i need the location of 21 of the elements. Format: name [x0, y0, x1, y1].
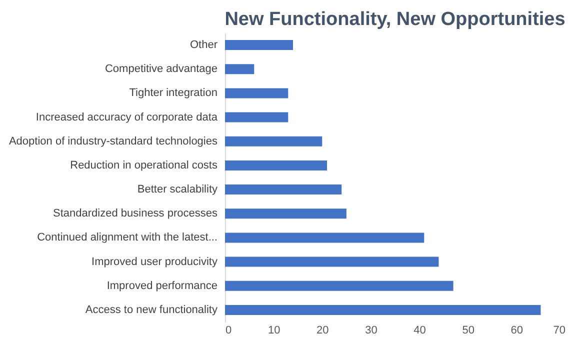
x-tick-label: 70: [553, 324, 566, 336]
y-tick-label: Competitive advantage: [104, 63, 218, 76]
y-tick-label: Access to new functionality: [85, 304, 218, 316]
x-tick-label: 0: [226, 324, 232, 336]
y-tick-label: Improved performance: [106, 280, 218, 292]
x-tick-label: 60: [510, 324, 524, 336]
chart-title: New Functionality, New Opportunities: [224, 9, 566, 30]
y-tick-label: Other: [190, 39, 218, 52]
y-tick-label: Reduction in operational costs: [70, 159, 218, 172]
y-tick-label: Standardized business processes: [53, 208, 218, 220]
x-tick-label: 30: [365, 324, 378, 336]
x-tick-label: 20: [316, 324, 329, 336]
y-tick-label: Improved user producivity: [92, 256, 218, 268]
x-tick-label: 50: [462, 324, 474, 336]
y-tick-label: Tighter integration: [129, 87, 218, 100]
y-tick-label: Better scalability: [137, 184, 218, 196]
x-tick-label: 40: [414, 324, 426, 336]
y-tick-label: Increased accuracy of corporate data: [36, 111, 218, 124]
y-tick-label: Adoption of industry-standard technologies: [8, 135, 218, 148]
x-tick-label: 10: [268, 324, 280, 336]
y-tick-label: Continued alignment with the latest...: [37, 232, 218, 244]
